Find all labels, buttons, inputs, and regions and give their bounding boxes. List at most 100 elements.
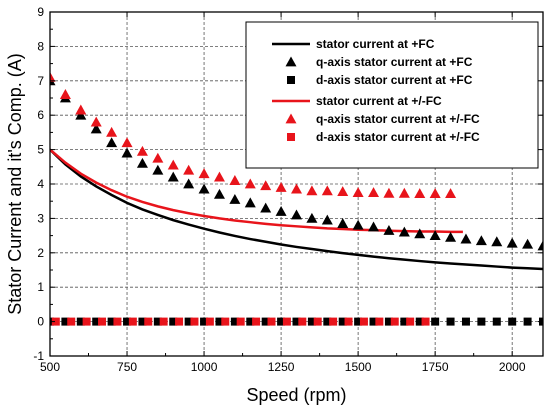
data-point-triangle [337, 186, 349, 196]
y-axis-title: Stator Current and it's Comp. (A) [5, 53, 25, 315]
data-point-triangle [522, 238, 534, 249]
x-tick-label: 2000 [499, 360, 526, 374]
data-point-triangle [260, 180, 272, 191]
data-point-square [82, 317, 91, 326]
data-point-triangle [506, 237, 518, 248]
y-tick-label: 3 [37, 211, 44, 225]
x-tick-label: 500 [40, 360, 60, 374]
data-point-square [267, 317, 276, 326]
legend-symbol-5 [287, 133, 295, 141]
data-point-triangle [383, 224, 395, 235]
data-point-square [113, 317, 122, 326]
data-point-square [298, 317, 307, 326]
data-point-square [313, 317, 322, 326]
data-point-square [159, 317, 168, 326]
data-point-square [261, 317, 270, 326]
data-point-triangle [167, 159, 179, 170]
data-point-triangle [321, 214, 333, 225]
data-point-square [200, 317, 209, 326]
data-point-triangle [275, 181, 287, 192]
data-point-triangle [244, 197, 256, 208]
data-point-triangle [106, 137, 118, 148]
series-3 [50, 148, 463, 234]
x-tick-label: 1250 [268, 360, 295, 374]
legend-symbol-2 [287, 76, 295, 84]
data-point-square [236, 317, 245, 326]
data-point-triangle [475, 235, 487, 246]
data-point-square [415, 317, 424, 326]
legend-label: stator current at +/-FC [316, 94, 442, 108]
data-point-triangle [198, 183, 210, 194]
data-point-square [144, 317, 153, 326]
data-point-triangle [414, 188, 426, 199]
data-point-square [375, 317, 384, 326]
data-point-triangle [368, 221, 380, 232]
data-point-triangle [352, 219, 364, 230]
x-tick-label: 750 [117, 360, 137, 374]
data-point-square [230, 317, 239, 326]
data-point-triangle [213, 188, 225, 199]
data-point-triangle [337, 218, 349, 228]
data-point-triangle [136, 157, 148, 168]
data-point-triangle [183, 178, 195, 189]
data-point-square [76, 317, 85, 326]
data-point-triangle [306, 212, 318, 223]
y-tick-label: 8 [37, 39, 44, 53]
legend-label: d-axis stator current at +FC [316, 73, 473, 87]
y-tick-label: 2 [37, 246, 44, 260]
data-point-square [431, 317, 440, 326]
data-point-square [98, 317, 107, 326]
data-point-square [477, 317, 486, 326]
legend-label: stator current at +FC [316, 37, 435, 51]
data-point-triangle [121, 147, 133, 158]
legend-symbol-4 [285, 113, 297, 124]
data-point-square [128, 317, 137, 326]
data-point-square [190, 317, 199, 326]
data-point-square [67, 317, 76, 326]
data-point-triangle [59, 89, 71, 99]
data-point-triangle [260, 202, 272, 213]
data-point-square [508, 317, 517, 326]
data-point-square [421, 317, 430, 326]
data-point-square [446, 317, 455, 326]
data-point-square [282, 317, 291, 326]
legend-square [287, 133, 295, 141]
data-point-triangle [460, 233, 472, 244]
data-point-square [354, 317, 363, 326]
data-point-triangle [275, 206, 287, 216]
data-point-triangle [445, 231, 457, 242]
data-point-square [323, 317, 332, 326]
legend: stator current at +FC q-axis stator curre… [245, 21, 539, 169]
data-point-triangle [414, 228, 426, 239]
x-tick-labels: 500 750 1000 1250 1500 1750 2000 [40, 360, 526, 374]
data-point-square [277, 317, 286, 326]
legend-triangle [285, 56, 297, 67]
series-line-3 [50, 148, 463, 234]
data-point-triangle [152, 164, 164, 175]
data-point-square [153, 317, 162, 326]
legend-label: d-axis stator current at +/-FC [316, 130, 480, 144]
data-point-square [205, 317, 214, 326]
data-point-square [184, 317, 193, 326]
x-tick-label: 1750 [422, 360, 449, 374]
data-point-square [292, 317, 301, 326]
data-point-triangle [445, 188, 457, 199]
data-point-triangle [244, 178, 256, 189]
data-point-triangle [167, 171, 179, 182]
data-point-triangle [106, 126, 118, 137]
legend-label: q-axis stator current at +FC [316, 55, 473, 69]
y-tick-label: 9 [37, 5, 44, 19]
data-point-square [461, 317, 470, 326]
data-point-square [252, 317, 261, 326]
data-point-triangle [537, 240, 543, 251]
data-point-square [107, 317, 116, 326]
legend-symbol-1 [285, 56, 297, 67]
y-tick-label: 1 [37, 280, 44, 294]
data-point-square [61, 317, 70, 326]
data-point-triangle [383, 187, 395, 198]
data-point-square [384, 317, 393, 326]
y-tick-label: 4 [37, 177, 44, 191]
data-point-triangle [429, 188, 441, 199]
data-point-square [359, 317, 368, 326]
